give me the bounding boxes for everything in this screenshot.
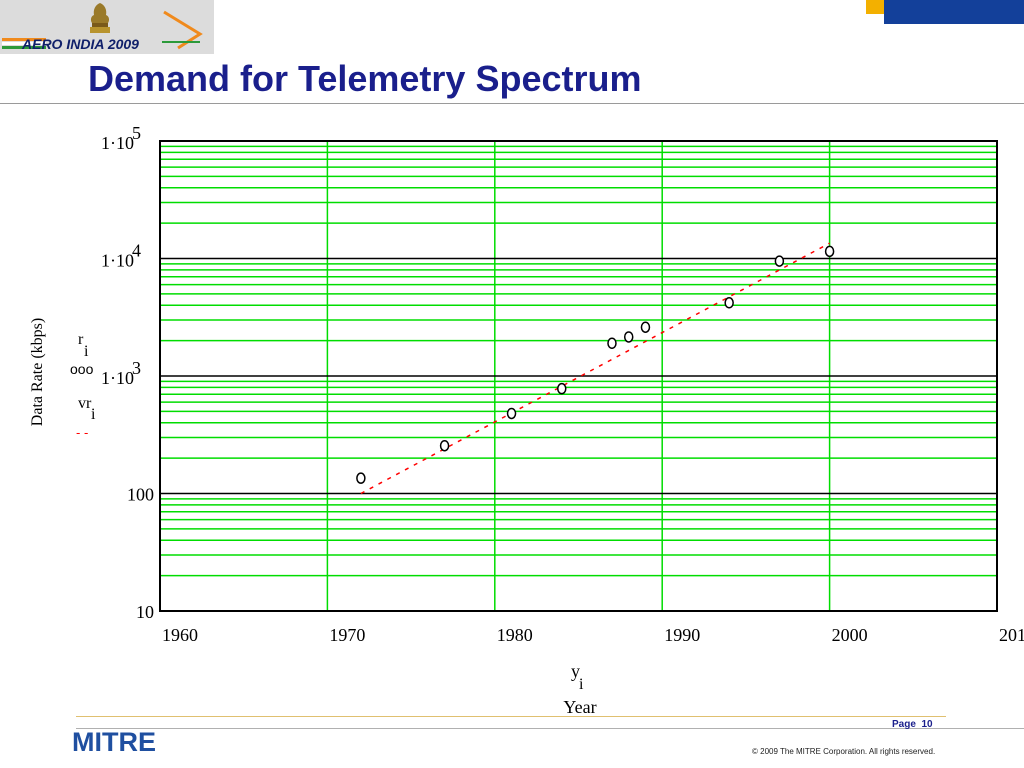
- data-point: [623, 331, 634, 343]
- y-tick-exponent: 5: [132, 123, 141, 143]
- y-tick-label: 1·10: [101, 368, 134, 388]
- page-label: Page: [892, 719, 916, 730]
- data-point: [774, 255, 785, 267]
- data-point: [356, 472, 366, 484]
- x-axis-var: y: [571, 661, 580, 681]
- data-point: [557, 382, 567, 395]
- y-axis-label: Data Rate (kbps): [29, 318, 46, 426]
- legend-series-2-marker: - -: [76, 425, 88, 440]
- x-tick-labels: 1960 1970 1980 1990 2000 2010: [162, 625, 1024, 645]
- x-axis-sub: i: [579, 676, 584, 693]
- data-point: [724, 297, 734, 309]
- legend: r i ooo vr i - -: [70, 331, 96, 440]
- corner-accent-orange: [866, 0, 884, 14]
- data-point: [607, 337, 617, 349]
- x-tick-label: 1970: [329, 625, 365, 645]
- slide-title: Demand for Telemetry Spectrum: [88, 58, 642, 99]
- x-tick-label: 1960: [162, 625, 198, 645]
- legend-series-1-marker: ooo: [70, 361, 94, 377]
- y-tick-exponent: 4: [132, 241, 141, 261]
- series-points: [356, 245, 835, 484]
- mitre-logo: MITRE: [72, 727, 156, 757]
- emblem-icon: [90, 3, 110, 33]
- x-tick-label: 2000: [832, 625, 868, 645]
- trend-line: [360, 242, 830, 495]
- title-divider: [0, 103, 1024, 104]
- footer-divider-gold: [76, 716, 946, 717]
- legend-series-2-sub: i: [91, 406, 96, 423]
- page-number-value: 10: [921, 719, 933, 730]
- series-trend: [360, 242, 830, 495]
- tricolor-stripes: [2, 38, 46, 49]
- copyright-notice: © 2009 The MITRE Corporation. All rights…: [752, 747, 936, 756]
- y-tick-label: 100: [127, 485, 154, 505]
- y-tick-label: 10: [136, 602, 154, 622]
- footer-divider-gray: [76, 728, 1024, 729]
- y-tick-label: 1·10: [101, 251, 134, 271]
- x-tick-label: 1980: [497, 625, 533, 645]
- legend-series-1-var: r: [78, 331, 84, 348]
- data-point: [640, 321, 651, 333]
- data-point: [439, 439, 450, 452]
- grid-minor-lines: [160, 141, 997, 611]
- x-axis-label: Year: [563, 697, 596, 716]
- data-point: [506, 407, 517, 420]
- corner-accent-blue: [884, 0, 1024, 24]
- y-tick-exponent: 3: [132, 358, 141, 378]
- grid-major-lines: [160, 257, 997, 495]
- page-number: Page 10: [892, 719, 933, 730]
- x-tick-label: 2010: [999, 625, 1024, 645]
- aero-india-logo: AERO INDIA 2009: [0, 0, 214, 54]
- legend-series-2-var: vr: [78, 395, 92, 412]
- legend-series-1-sub: i: [84, 343, 89, 360]
- y-tick-label: 1·10: [101, 133, 134, 153]
- plot-frame: [159, 140, 998, 612]
- data-point: [824, 245, 835, 258]
- x-tick-label: 1990: [664, 625, 700, 645]
- jet-swoosh-icon: [162, 10, 203, 50]
- logo-text: AERO INDIA 2009: [22, 36, 139, 52]
